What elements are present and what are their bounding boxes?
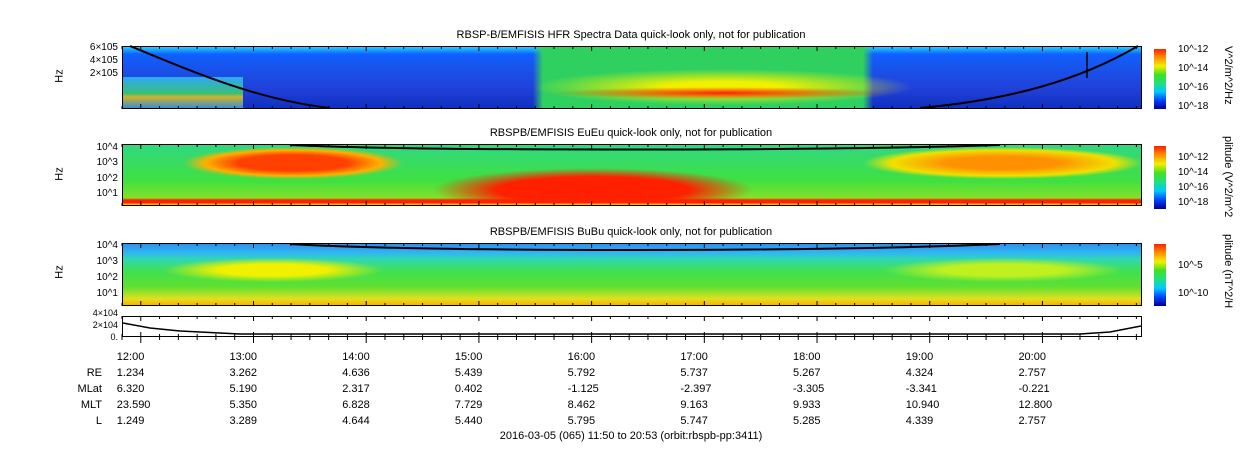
cb2-tick: 10^-16 [1178, 182, 1209, 193]
ephemeris-value: 7.729 [454, 399, 483, 411]
ephemeris-value: 5.795 [567, 415, 596, 427]
panel3-colorbar [1154, 244, 1166, 306]
panel3-cutoff-curve [289, 243, 1001, 251]
ephemeris-value: 12.800 [1018, 399, 1053, 411]
x-tick-label: 14:00 [342, 351, 370, 363]
footer-time-range: 2016-03-05 (065) 11:50 to 20:53 (orbit:r… [499, 430, 763, 442]
ephemeris-value: 6.828 [342, 399, 370, 411]
panel1-ytick: 4×105 [89, 55, 118, 66]
ephemeris-value: 23.590 [116, 399, 151, 411]
ephemeris-value: 9.933 [793, 399, 821, 411]
ephemeris-value: -0.221 [1018, 383, 1050, 395]
cb1-tick: 10^-14 [1178, 63, 1209, 74]
ephemeris-row-label: MLat [77, 383, 102, 395]
x-ticks [121, 46, 1137, 343]
panel4-ytick: 0. [110, 332, 118, 342]
ephemeris-row-label: MLT [80, 399, 102, 411]
cb3-tick: 10^-10 [1178, 288, 1209, 299]
panel3-title: RBSPB/EMFISIS BuBu quick-look only, not … [489, 226, 773, 238]
ephemeris-value: 3.262 [229, 367, 258, 379]
ephemeris-value: 1.249 [116, 415, 145, 427]
panel3-ytick: 10^1 [96, 288, 118, 299]
bubu-spectrogram [122, 243, 1142, 306]
cb2-tick: 10^-12 [1178, 152, 1209, 163]
panel3-ytick: 10^4 [96, 240, 118, 251]
ephemeris-value: 5.350 [229, 399, 258, 411]
panel1-title: RBSP-B/EMFISIS HFR Spectra Data quick-lo… [456, 29, 806, 41]
panel1-cutoff-curve [129, 45, 331, 109]
ephemeris-value: 4.636 [342, 367, 370, 379]
cb3-tick: 10^-5 [1178, 260, 1203, 271]
ephemeris-value: 1.234 [116, 367, 145, 379]
ephemeris-value: 3.289 [229, 415, 258, 427]
ephemeris-value: 5.440 [454, 415, 483, 427]
cb2-tick: 10^-18 [1178, 197, 1209, 208]
panel1-cutoff-curve [919, 45, 1139, 109]
ephemeris-row-label: RE [86, 367, 102, 379]
ephemeris-value: 2.757 [1018, 415, 1046, 427]
x-tick-label: 20:00 [1018, 351, 1046, 363]
x-tick-label: 16:00 [567, 351, 596, 363]
ephemeris-value: -3.305 [793, 383, 825, 395]
x-tick-label: 15:00 [454, 351, 483, 363]
panel1-colorbar [1154, 49, 1166, 109]
ephemeris-value: 5.439 [454, 367, 483, 379]
ephemeris-value: 5.190 [229, 383, 258, 395]
x-tick-label: 17:00 [680, 351, 708, 363]
ephemeris-value: 4.339 [905, 415, 934, 427]
ephemeris-value: -3.341 [905, 383, 937, 395]
panel1-ytick: 2×105 [89, 68, 118, 79]
panel2-ytick: 10^4 [96, 142, 118, 153]
panel3-ytick: 10^2 [96, 272, 118, 283]
ephemeris-value: 6.320 [116, 383, 145, 395]
altitude-panel [122, 316, 1142, 337]
ephemeris-value: 4.644 [342, 415, 370, 427]
ephemeris-value: 2.757 [1018, 367, 1046, 379]
panel2-title: RBSPB/EMFISIS EuEu quick-look only, not … [489, 127, 773, 139]
panel2-ytick: 10^2 [96, 173, 118, 184]
ephemeris-value: 8.462 [567, 399, 596, 411]
cb1-tick: 10^-16 [1178, 82, 1209, 93]
panel4-ytick: 2×104 [92, 320, 118, 330]
ephemeris-value: 4.324 [905, 367, 934, 379]
panel2-ytick: 10^1 [96, 188, 118, 199]
ephemeris-value: -2.397 [680, 383, 712, 395]
ephemeris-value: 0.402 [454, 383, 483, 395]
panel3-ytick: 10^3 [96, 256, 118, 267]
panel2-ytick: 10^3 [96, 157, 118, 168]
cb1-tick: 10^-12 [1178, 44, 1209, 55]
ephemeris-value: 5.792 [567, 367, 596, 379]
ephemeris-value: 5.737 [680, 367, 708, 379]
panel2-colorbar [1154, 146, 1166, 209]
ephemeris-value: -1.125 [567, 383, 599, 395]
x-tick-label: 19:00 [905, 351, 934, 363]
panel1-ytick: 6×105 [89, 42, 118, 53]
x-tick-label: 13:00 [229, 351, 258, 363]
ephemeris-value: 9.163 [680, 399, 708, 411]
ephemeris-value: 5.267 [793, 367, 821, 379]
ephemeris-value: 5.285 [793, 415, 821, 427]
ephemeris-value: 2.317 [342, 383, 370, 395]
x-tick-label: 18:00 [793, 351, 821, 363]
ephemeris-value: 5.747 [680, 415, 708, 427]
ephemeris-row-label: L [95, 415, 102, 427]
cb1-tick: 10^-18 [1178, 101, 1209, 112]
panel2-cutoff-curve [289, 144, 1001, 151]
ephemeris-value: 10.940 [905, 399, 940, 411]
eueu-spectrogram [122, 144, 1142, 206]
panel4-ytick: 4×104 [92, 308, 118, 318]
altitude-curve [122, 322, 1142, 335]
x-tick-label: 12:00 [116, 351, 145, 363]
cb2-tick: 10^-14 [1178, 167, 1209, 178]
hfr-spectrogram [122, 46, 1142, 109]
